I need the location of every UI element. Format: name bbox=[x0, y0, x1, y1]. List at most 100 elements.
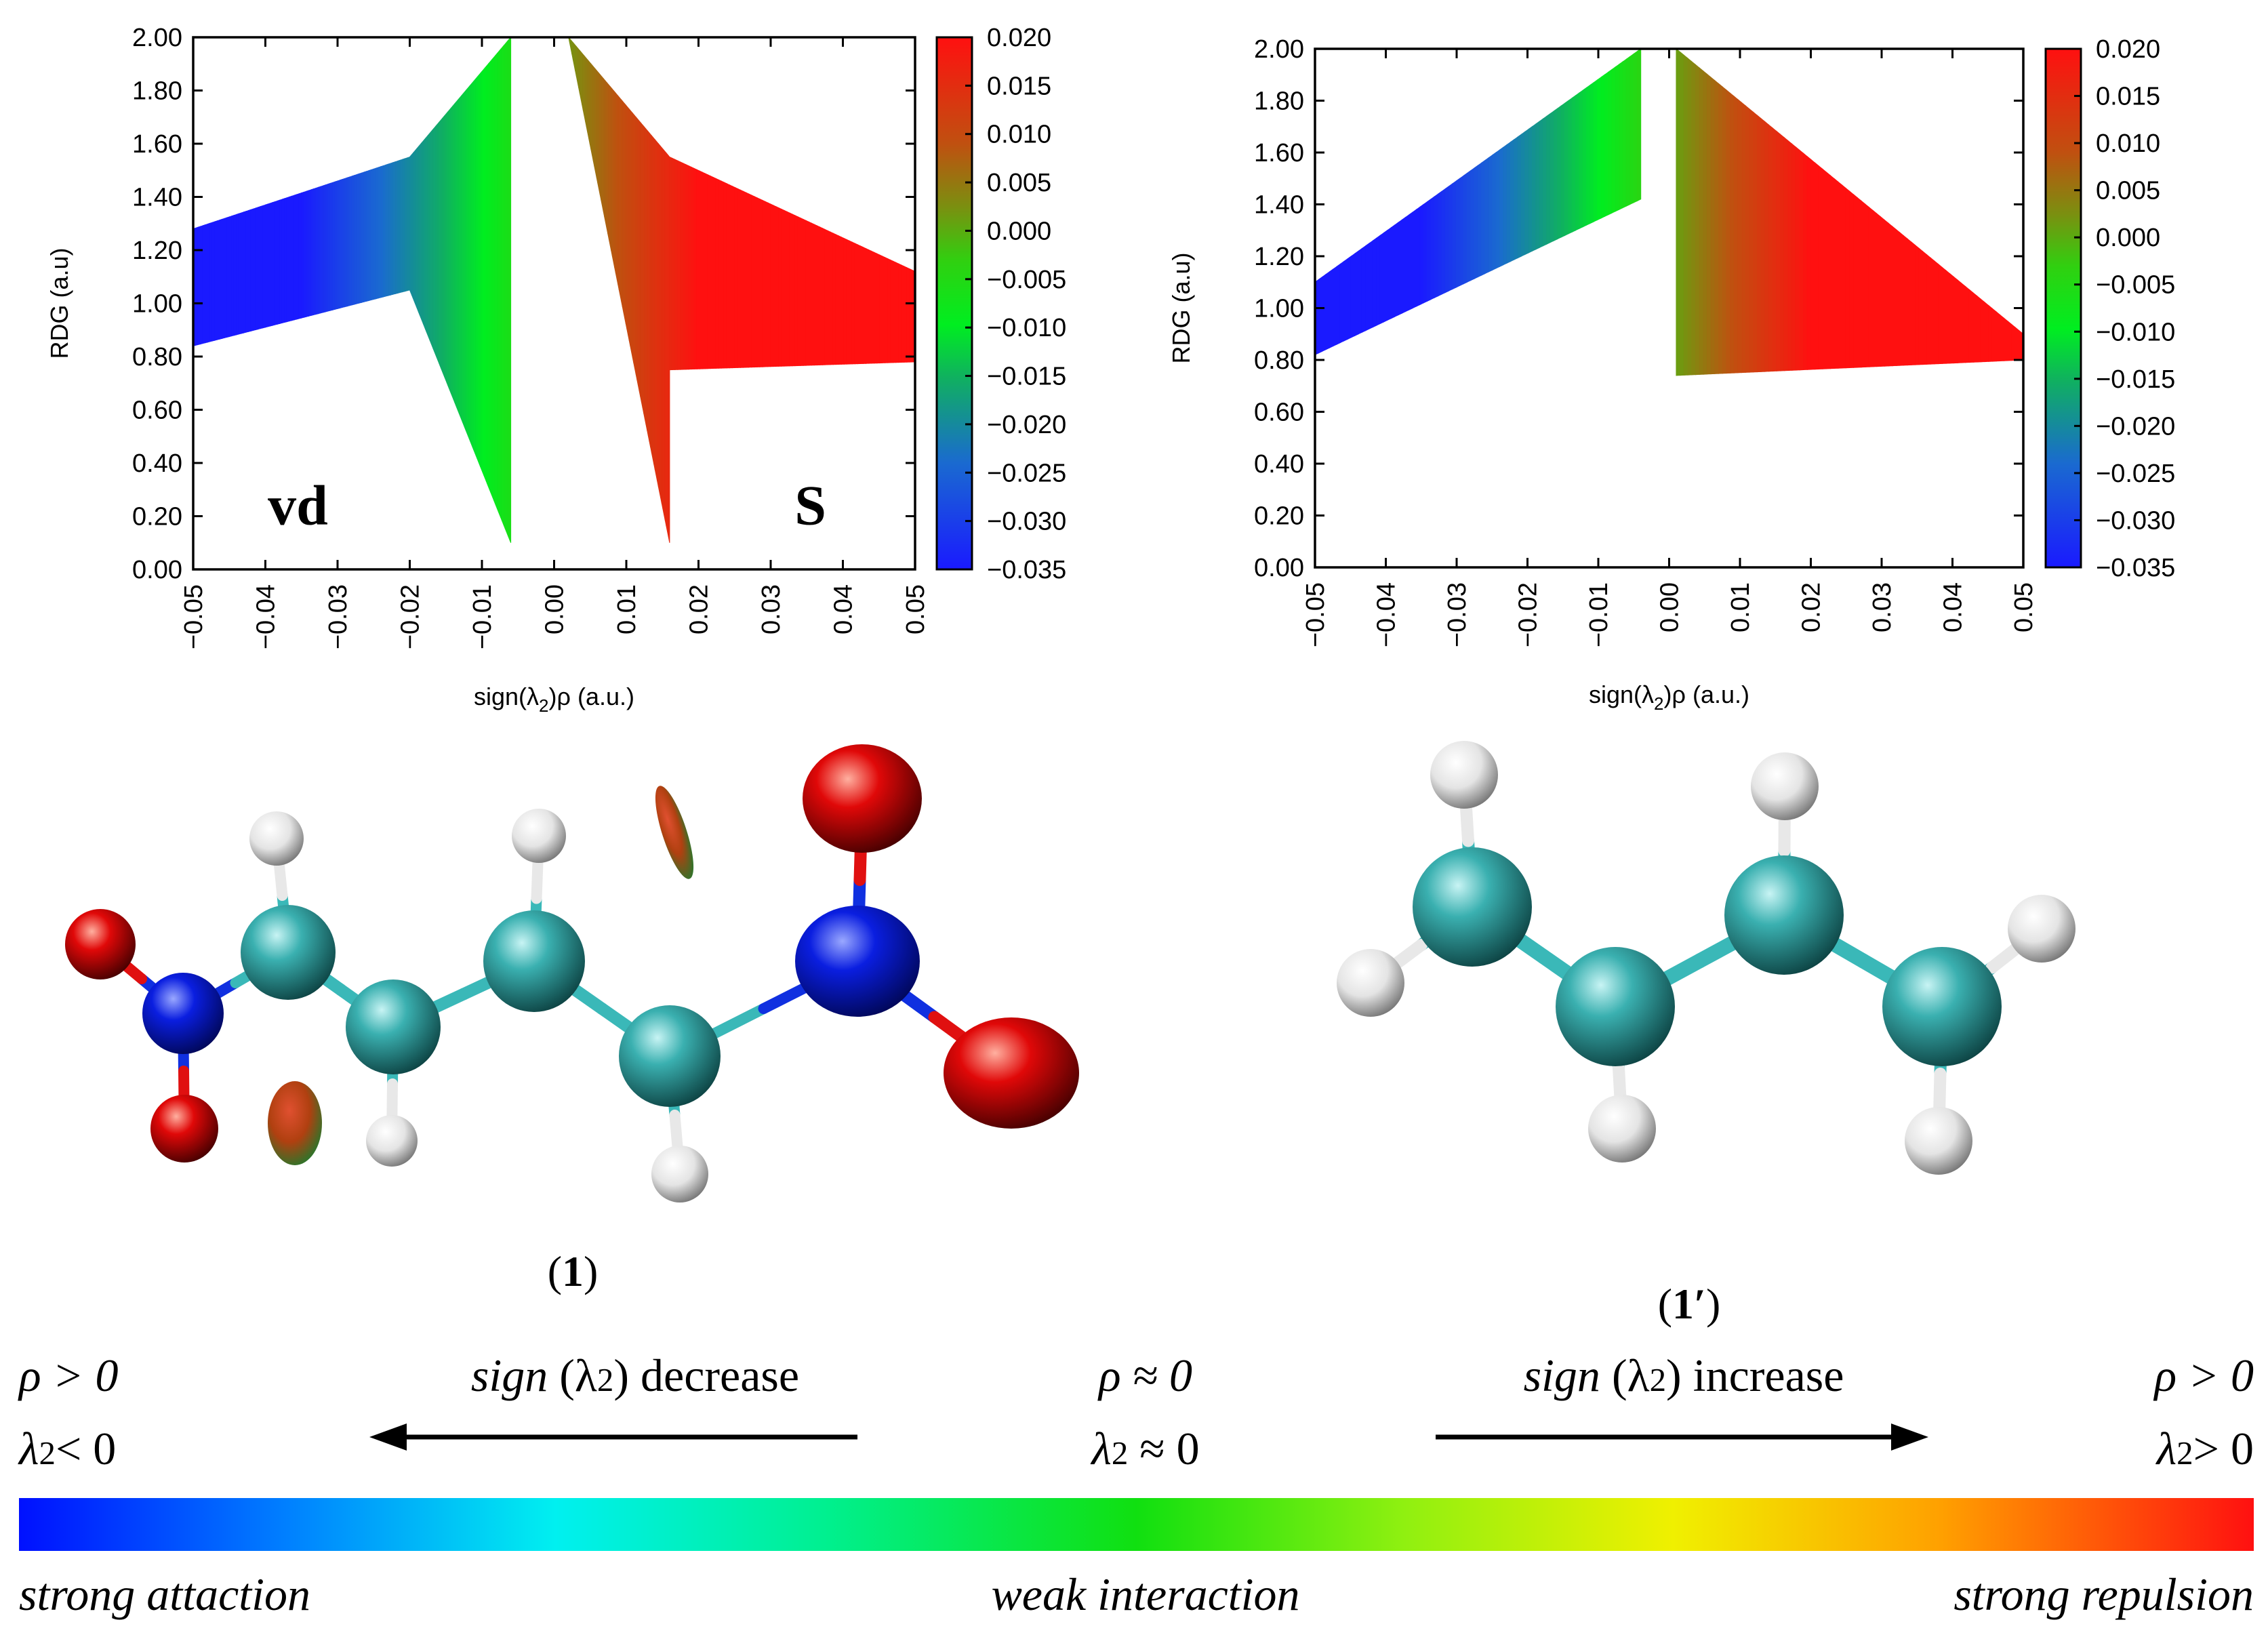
scatter-band-1-55 bbox=[1888, 222, 1893, 367]
scatter-band-0-88 bbox=[1633, 50, 1638, 203]
scatter-band-1-41 bbox=[1834, 178, 1839, 369]
scatter-band-3-25 bbox=[737, 188, 742, 368]
scatter-band-3-16 bbox=[712, 176, 716, 369]
scatter-band-0-35 bbox=[277, 199, 281, 325]
scatter-band-0-8 bbox=[211, 221, 216, 342]
scatter-band-1-82 bbox=[1991, 308, 1997, 362]
scatter-band-3-29 bbox=[748, 193, 752, 368]
scatter-band-0-6 bbox=[1336, 263, 1341, 345]
scatter-band-3-6 bbox=[685, 164, 689, 370]
scatter-band-3-47 bbox=[797, 216, 801, 366]
hydrogen-atom bbox=[1751, 752, 1819, 820]
x-tick-label: −0.01 bbox=[1585, 582, 1613, 647]
molecule-2-label: (1′) bbox=[1658, 1280, 1721, 1328]
x-tick-label: −0.05 bbox=[1301, 582, 1330, 647]
scatter-band-0-82 bbox=[1611, 66, 1616, 214]
y-tick-label: 1.80 bbox=[132, 77, 182, 106]
scatter-band-0-60 bbox=[1531, 123, 1537, 252]
x-axis-label: sign(λ2)ρ (a.u.) bbox=[1589, 681, 1749, 714]
hydrogen-atom bbox=[1905, 1107, 1972, 1175]
scatter-band-0-47 bbox=[1484, 157, 1489, 275]
scatter-band-1-34 bbox=[1806, 155, 1812, 370]
scatter-band-1-44 bbox=[1845, 187, 1850, 369]
carbon-atom bbox=[1724, 855, 1844, 975]
increase-arrowhead bbox=[1891, 1423, 1928, 1451]
nci-isosurface-blob bbox=[268, 1081, 322, 1165]
scatter-band-0-67 bbox=[354, 174, 357, 305]
scatter-band-0-78 bbox=[380, 165, 384, 298]
scatter-band-0-50 bbox=[1495, 149, 1500, 269]
scatter-band-1-38 bbox=[1822, 168, 1827, 369]
scatter-band-0-73 bbox=[368, 169, 372, 302]
scatter-band-0-33 bbox=[1434, 193, 1439, 298]
scatter-band-0-4 bbox=[1329, 268, 1334, 348]
scatter-band-3-31 bbox=[754, 195, 758, 368]
y-tick-label: 0.80 bbox=[132, 343, 182, 371]
scatter-band-0-87 bbox=[402, 158, 405, 293]
scatter-band-0-68 bbox=[356, 173, 360, 304]
scatter-band-3-43 bbox=[786, 211, 790, 367]
scatter-band-0-9 bbox=[214, 220, 218, 341]
scatter-band-3-44 bbox=[789, 212, 793, 367]
colorbar-tick-label: 0.005 bbox=[2096, 177, 2160, 205]
y-tick-label: 2.00 bbox=[132, 24, 182, 52]
scatter-band-0-76 bbox=[376, 167, 379, 300]
y-tick-label: 1.20 bbox=[132, 237, 182, 265]
scatter-band-1-48 bbox=[1861, 200, 1866, 368]
scatter-band-1-9 bbox=[1710, 77, 1716, 375]
colorbar-tick-label: 0.020 bbox=[987, 24, 1051, 52]
scatter-band-3-2 bbox=[674, 159, 679, 370]
scatter-band-3-33 bbox=[759, 198, 763, 367]
scatter-band-3-35 bbox=[765, 201, 769, 367]
scatter-band-0-26 bbox=[1409, 211, 1413, 310]
scatter-band-3-46 bbox=[794, 215, 798, 367]
scatter-band-3-73 bbox=[868, 249, 872, 364]
scatter-band-0-83 bbox=[392, 161, 396, 295]
scatter-band-0-37 bbox=[1449, 182, 1453, 291]
scatter-band-0-40 bbox=[1459, 175, 1464, 287]
hydrogen-atom bbox=[249, 811, 304, 866]
scatter-band-1-70 bbox=[1945, 270, 1951, 364]
carbon-atom bbox=[483, 910, 585, 1012]
scatter-band-0-1 bbox=[195, 226, 199, 346]
hydrogen-atom bbox=[366, 1115, 418, 1167]
scatter-band-1-60 bbox=[1907, 238, 1912, 366]
scatter-band-1-86 bbox=[2007, 320, 2012, 361]
scatter-band-0-54 bbox=[1510, 138, 1515, 262]
scatter-band-0-59 bbox=[1528, 125, 1533, 254]
scatter-band-1-39 bbox=[1826, 171, 1831, 369]
interaction-color-scale bbox=[19, 1498, 2254, 1551]
scatter-band-1-6 bbox=[1699, 66, 1704, 375]
scatter-band-0-72 bbox=[1575, 92, 1580, 231]
scatter-band-1-14 bbox=[1730, 92, 1735, 373]
scatter-band-0-17 bbox=[233, 214, 237, 336]
scatter-band-0-10 bbox=[217, 219, 220, 340]
scatter-band-0-74 bbox=[1582, 87, 1587, 228]
scatter-band-0-61 bbox=[340, 178, 343, 309]
colorbar-tick-label: −0.020 bbox=[987, 411, 1066, 439]
scatter-band-0-79 bbox=[1600, 74, 1605, 219]
scatter-band-1-2 bbox=[1683, 54, 1688, 376]
scatter-band-1-42 bbox=[1838, 181, 1843, 369]
scatter-band-0-70 bbox=[1568, 97, 1573, 235]
scatter-band-3-38 bbox=[773, 205, 777, 367]
x-tick-label: −0.03 bbox=[324, 584, 352, 649]
scatter-band-0-42 bbox=[1466, 169, 1472, 283]
colorbar-tick-label: −0.035 bbox=[2096, 554, 2175, 582]
scatter-band-0-14 bbox=[1365, 242, 1370, 331]
scatter-band-0-9 bbox=[1347, 256, 1352, 340]
scatter-band-0-75 bbox=[373, 167, 377, 300]
scatter-band-0-48 bbox=[308, 189, 312, 317]
scatter-band-1-74 bbox=[1961, 282, 1966, 363]
scatter-band-0-64 bbox=[346, 176, 350, 307]
scatter-band-0-7 bbox=[1339, 260, 1345, 344]
scatter-band-0-65 bbox=[1550, 110, 1555, 243]
scatter-band-0-53 bbox=[320, 185, 324, 314]
scatter-band-1-89 bbox=[509, 36, 512, 543]
scatter-band-0-53 bbox=[1506, 141, 1511, 264]
scatter-band-3-68 bbox=[854, 243, 859, 365]
scatter-band-1-83 bbox=[1996, 310, 2001, 362]
scatter-band-0-62 bbox=[1539, 118, 1543, 249]
scatter-band-3-48 bbox=[800, 217, 804, 366]
scatter-band-3-85 bbox=[901, 264, 905, 363]
